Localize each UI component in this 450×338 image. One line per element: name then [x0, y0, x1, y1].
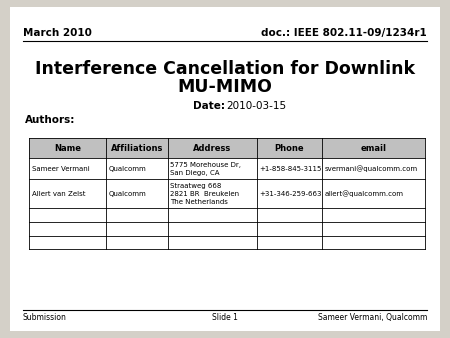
Text: 5775 Morehouse Dr,: 5775 Morehouse Dr,	[171, 162, 241, 168]
Text: allert@qualcomm.com: allert@qualcomm.com	[325, 191, 404, 197]
Text: email: email	[360, 144, 387, 153]
Text: Allert van Zelst: Allert van Zelst	[32, 191, 86, 197]
Text: Address: Address	[193, 144, 231, 153]
Text: Authors:: Authors:	[25, 115, 75, 125]
Text: Name: Name	[54, 144, 81, 153]
Text: March 2010: March 2010	[23, 28, 92, 38]
Text: doc.: IEEE 802.11-09/1234r1: doc.: IEEE 802.11-09/1234r1	[261, 28, 427, 38]
Text: 2821 BR  Breukelen: 2821 BR Breukelen	[171, 191, 239, 197]
Text: svermani@qualcomm.com: svermani@qualcomm.com	[325, 166, 418, 172]
Text: Affiliations: Affiliations	[111, 144, 163, 153]
Text: Interference Cancellation for Downlink: Interference Cancellation for Downlink	[35, 60, 415, 78]
Text: Qualcomm: Qualcomm	[109, 191, 147, 197]
Text: Phone: Phone	[274, 144, 304, 153]
Text: San Diego, CA: San Diego, CA	[171, 170, 220, 176]
FancyBboxPatch shape	[10, 7, 440, 331]
Text: MU-MIMO: MU-MIMO	[178, 78, 272, 96]
Text: The Netherlands: The Netherlands	[171, 199, 228, 205]
Text: Straatweg 668: Straatweg 668	[171, 183, 222, 189]
Text: Qualcomm: Qualcomm	[109, 166, 147, 172]
Text: Date:: Date:	[193, 101, 225, 111]
Text: +31-346-259-663: +31-346-259-663	[259, 191, 322, 197]
Text: Submission: Submission	[23, 313, 67, 322]
Text: Sameer Vermani, Qualcomm: Sameer Vermani, Qualcomm	[318, 313, 427, 322]
FancyBboxPatch shape	[29, 138, 425, 158]
Text: Sameer Vermani: Sameer Vermani	[32, 166, 90, 172]
Text: Slide 1: Slide 1	[212, 313, 238, 322]
Text: +1-858-845-3115: +1-858-845-3115	[259, 166, 322, 172]
Text: 2010-03-15: 2010-03-15	[226, 101, 286, 111]
